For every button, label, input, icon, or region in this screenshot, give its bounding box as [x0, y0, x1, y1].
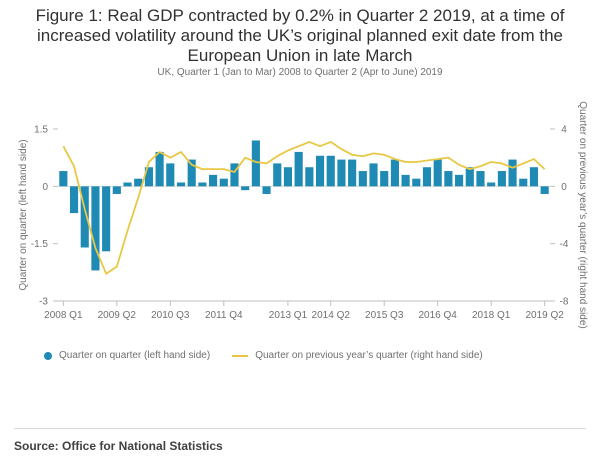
bar-1: [69, 186, 79, 214]
bar-41: [497, 171, 506, 187]
bar-10: [166, 163, 175, 187]
bar-27: [348, 159, 357, 187]
legend-item-bar: Quarter on quarter (left hand side): [44, 350, 210, 361]
y-left-tick-label-3: -3: [39, 297, 48, 308]
x-tick-label-8: 2018 Q1: [472, 310, 511, 321]
bar-2: [80, 186, 89, 248]
bar-33: [412, 178, 421, 187]
line-series-yoy: [62, 140, 546, 275]
legend-bar-swatch: [44, 351, 52, 360]
line-layer: [62, 140, 546, 275]
x-tick-label-9: 2019 Q2: [525, 310, 564, 321]
legend-item-line: Quarter on previous year’s quarter (righ…: [232, 350, 483, 361]
x-tick-label-2: 2010 Q3: [151, 310, 190, 321]
bar-45: [540, 186, 549, 194]
bar-15: [219, 178, 228, 187]
legend-bar-label: Quarter on quarter (left hand side): [59, 350, 211, 361]
y-right-tick-label-2: -4: [560, 239, 569, 250]
bar-40: [487, 182, 496, 187]
y-axis-label-right: Quarter on previous year’s quarter (righ…: [577, 101, 588, 329]
bar-28: [358, 171, 367, 187]
bar-5: [112, 186, 121, 194]
bar-7: [134, 178, 143, 187]
x-tick-label-4: 2013 Q1: [269, 310, 308, 321]
bars-layer: [59, 140, 549, 271]
bar-17: [241, 186, 250, 191]
x-tick-label-6: 2015 Q3: [365, 310, 404, 321]
x-tick-label-3: 2011 Q4: [205, 310, 243, 321]
chart-subtitle: UK, Quarter 1 (Jan to Mar) 2008 to Quart…: [157, 67, 443, 78]
y-left-tick-label-1: 0: [42, 182, 48, 193]
axis-layer: 1.5 0 -1.5 -3 4 0 -4 -8 2008 Q1 2009 Q2 2010 Q3 201…: [31, 125, 569, 322]
bar-25: [326, 155, 335, 187]
bar-16: [230, 163, 239, 187]
bar-38: [465, 167, 474, 187]
y-right-tick-label-3: -8: [560, 297, 569, 308]
bar-24: [315, 155, 325, 187]
bar-22: [294, 151, 303, 187]
bar-44: [529, 167, 539, 187]
bar-12: [187, 159, 196, 187]
bar-20: [273, 163, 282, 187]
x-tick-label-7: 2016 Q4: [419, 310, 458, 321]
footer-divider: [14, 428, 586, 429]
bar-11: [176, 182, 186, 187]
bar-8: [144, 167, 153, 187]
y-axis-label-left: Quarter on quarter (left hand side): [18, 139, 29, 290]
bar-6: [123, 182, 132, 187]
bar-13: [198, 182, 207, 187]
y-right-tick-label-0: 4: [561, 125, 567, 136]
bar-0: [59, 171, 68, 187]
chart-title: Figure 1: Real GDP contracted by 0.2% in…: [35, 6, 565, 65]
bar-43: [519, 178, 528, 187]
bar-21: [283, 167, 293, 187]
bar-39: [476, 171, 485, 187]
x-tick-label-5: 2014 Q2: [312, 310, 351, 321]
y-right-tick-label-1: 0: [561, 182, 567, 193]
bar-9: [155, 151, 164, 187]
bar-26: [337, 159, 346, 187]
bar-32: [401, 174, 410, 187]
bar-30: [380, 171, 389, 187]
bar-3: [91, 186, 100, 271]
chart-svg: 1.5 0 -1.5 -3 4 0 -4 -8 2008 Q1 2009 Q2 2010 Q3 201…: [18, 101, 588, 329]
legend: Quarter on quarter (left hand side) Quar…: [44, 350, 483, 361]
bar-18: [251, 140, 260, 187]
legend-line-swatch: [232, 354, 249, 357]
source-note: Source: Office for National Statistics: [14, 439, 223, 453]
y-left-tick-label-0: 1.5: [34, 125, 48, 136]
x-tick-label-0: 2008 Q1: [44, 310, 83, 321]
bar-35: [433, 159, 442, 187]
bar-42: [508, 159, 517, 187]
bar-14: [209, 174, 218, 187]
bar-31: [390, 159, 399, 187]
bar-23: [305, 167, 314, 187]
bar-34: [422, 167, 432, 187]
legend-line-label: Quarter on previous year’s quarter (righ…: [255, 350, 483, 361]
bar-19: [262, 186, 271, 194]
bar-37: [455, 174, 464, 187]
bar-29: [369, 163, 378, 187]
bar-36: [444, 171, 453, 187]
bar-4: [102, 186, 111, 252]
x-tick-label-1: 2009 Q2: [98, 310, 137, 321]
y-left-tick-label-2: -1.5: [31, 239, 49, 250]
